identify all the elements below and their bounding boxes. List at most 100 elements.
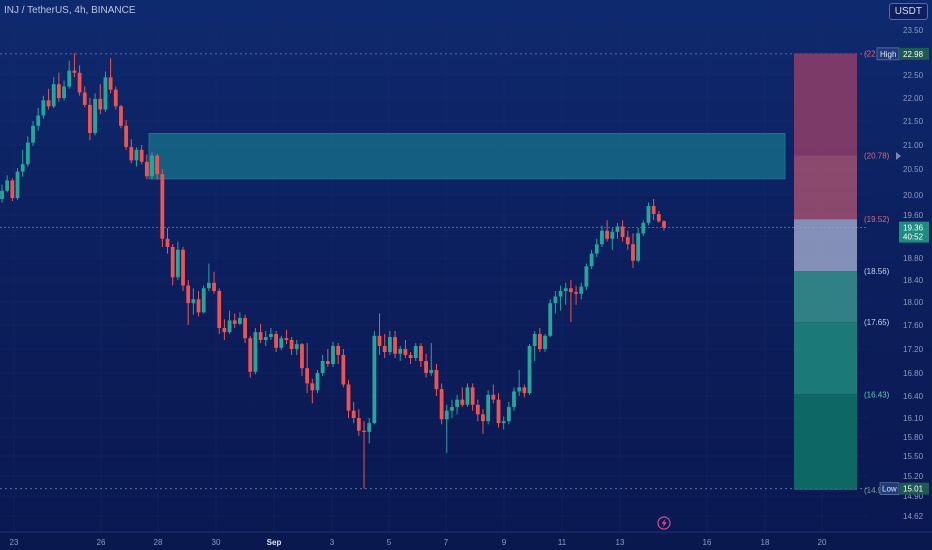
y-tick-label: 20.50 (903, 165, 924, 174)
candle-body (548, 303, 553, 336)
candle-body (465, 387, 470, 405)
candle-body (553, 296, 558, 304)
candle-body (631, 244, 635, 261)
high-label: High (880, 50, 896, 59)
candle-body (481, 414, 485, 422)
candle-body (543, 335, 547, 349)
candle-body (20, 164, 25, 172)
x-tick-label: 7 (444, 538, 449, 547)
candle-body (584, 266, 589, 287)
candle-body (227, 320, 232, 333)
y-tick-label: 18.00 (903, 298, 924, 307)
y-tick-label: 21.00 (903, 141, 924, 150)
candle-body (129, 146, 134, 161)
candle-body (62, 86, 66, 98)
candle-body (517, 387, 522, 392)
candle-body (134, 149, 139, 161)
candle-body (475, 404, 480, 415)
candle-body (320, 361, 325, 373)
candle-body (398, 349, 403, 354)
fib-zone (794, 394, 857, 490)
candle-body (641, 222, 646, 234)
candle-body (610, 231, 615, 239)
candle-body (144, 161, 149, 177)
candle-body (186, 285, 191, 304)
candle-body (113, 89, 118, 107)
candle-body (279, 338, 284, 348)
candle-body (429, 370, 434, 373)
candle-body (269, 334, 273, 337)
y-tick-label: 23.50 (903, 26, 924, 35)
candle-body (15, 171, 20, 198)
candle-body (362, 430, 366, 432)
candle-body (341, 355, 346, 385)
candle-body (625, 237, 630, 245)
candle-body (217, 291, 222, 328)
candle-body (356, 418, 361, 431)
candle-body (646, 206, 651, 223)
candle-body (656, 214, 661, 222)
candle-body (501, 421, 506, 424)
y-tick-label: 17.60 (903, 321, 924, 330)
candle-body (305, 368, 310, 384)
candle-body (36, 115, 41, 126)
y-tick-label: 21.50 (903, 117, 924, 126)
candle-body (294, 344, 299, 349)
candle-body (243, 318, 247, 339)
candle-body (25, 142, 30, 165)
candle-body (636, 233, 641, 261)
candle-body (408, 355, 413, 358)
triangle-right-icon (896, 152, 901, 160)
fib-level-label: (17.65) (864, 318, 890, 327)
x-tick-label: 18 (761, 538, 770, 547)
candle-body (486, 394, 491, 422)
candle-body (165, 238, 170, 247)
candle-body (160, 174, 165, 239)
candle-body (393, 337, 397, 354)
candle-body (274, 334, 279, 348)
candle-body (315, 373, 320, 391)
y-tick-label: 16.80 (903, 369, 924, 378)
candle-body (289, 340, 294, 349)
candle-body (532, 334, 537, 346)
candle-body (31, 125, 35, 143)
y-tick-label: 22.50 (903, 71, 924, 80)
candle-body (496, 399, 501, 424)
last-price-box (899, 221, 929, 243)
candle-body (175, 249, 180, 278)
currency-button[interactable]: USDT (888, 3, 928, 20)
candle-body (434, 370, 439, 390)
candle-body (300, 344, 304, 369)
x-tick-label: 5 (387, 538, 392, 547)
candle-body (382, 346, 387, 352)
candle-body (93, 98, 97, 133)
candle-body (594, 244, 599, 254)
y-tick-label: 15.80 (903, 433, 924, 442)
candle-body (248, 338, 253, 372)
candle-body (662, 221, 666, 228)
candle-body (222, 328, 227, 333)
candle-body (455, 399, 460, 407)
candle-body (139, 149, 144, 162)
candle-body (155, 155, 160, 175)
candle-body (605, 230, 610, 239)
y-tick-label: 17.20 (903, 345, 924, 354)
candle-body (558, 291, 563, 297)
candle-body (351, 410, 356, 418)
candle-body (413, 346, 418, 358)
y-tick-label: 15.50 (903, 452, 924, 461)
y-tick-label: 16.10 (903, 414, 924, 423)
candle-body (206, 282, 211, 289)
candle-body (336, 346, 341, 355)
y-tick-label: 19.60 (903, 211, 924, 220)
lightning-circle-icon[interactable] (657, 516, 671, 530)
candle-body (563, 288, 568, 291)
candle-body (450, 407, 454, 411)
fib-level-label: (19.52) (864, 215, 890, 224)
candle-body (41, 100, 46, 116)
candle-body (253, 332, 258, 372)
candle-body (150, 155, 154, 177)
candle-body (387, 337, 392, 352)
